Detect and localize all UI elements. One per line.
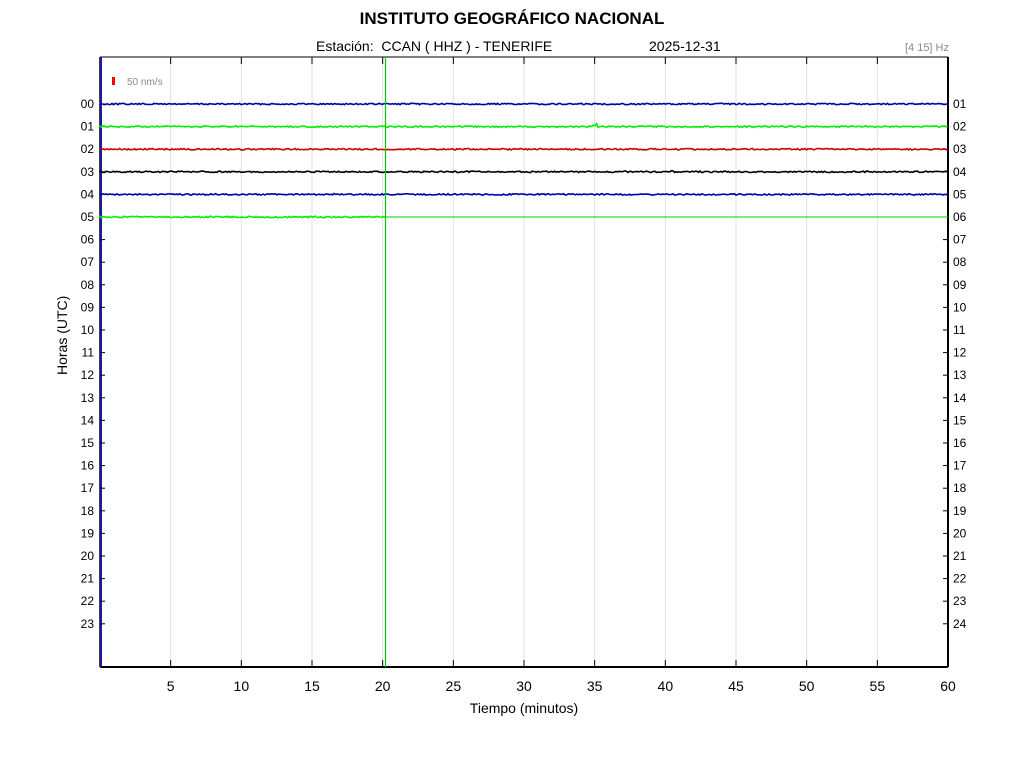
hour-label-left-16: 16 xyxy=(81,459,95,473)
hour-label-left-22: 22 xyxy=(81,594,95,608)
hour-label-right-13: 13 xyxy=(953,368,967,382)
hour-label-right-19: 19 xyxy=(953,504,967,518)
hour-label-left-14: 14 xyxy=(81,413,95,427)
hour-label-left-23: 23 xyxy=(81,617,95,631)
hour-label-left-11: 11 xyxy=(82,346,95,360)
hour-label-right-24: 24 xyxy=(953,617,967,631)
hour-label-left-17: 17 xyxy=(81,481,95,495)
hour-label-left-05: 05 xyxy=(81,210,95,224)
hour-label-right-16: 16 xyxy=(953,436,967,450)
hour-label-right-14: 14 xyxy=(953,391,967,405)
trace-hour-01 xyxy=(99,122,948,129)
hour-label-left-06: 06 xyxy=(81,233,95,247)
trace-hour-02 xyxy=(99,147,948,151)
scale-bar xyxy=(112,77,115,85)
date-label: 2025-12-31 xyxy=(649,38,721,54)
chart-title: INSTITUTO GEOGRÁFICO NACIONAL xyxy=(359,9,665,28)
x-tick-label-60: 60 xyxy=(940,678,956,694)
x-tick-label-35: 35 xyxy=(587,678,603,694)
x-tick-label-30: 30 xyxy=(516,678,532,694)
hour-label-left-09: 09 xyxy=(81,300,95,314)
x-axis-label: Tiempo (minutos) xyxy=(469,700,579,716)
x-tick-label-15: 15 xyxy=(304,678,320,694)
trace-hour-00 xyxy=(99,102,948,106)
hour-label-right-23: 23 xyxy=(953,594,967,608)
hour-label-right-18: 18 xyxy=(953,481,967,495)
trace-hour-05 xyxy=(99,215,386,219)
hour-label-left-21: 21 xyxy=(81,572,95,586)
hour-label-left-07: 07 xyxy=(81,255,95,269)
x-tick-label-45: 45 xyxy=(728,678,744,694)
hour-label-left-01: 01 xyxy=(81,120,95,134)
hour-label-right-02: 02 xyxy=(953,120,967,134)
hour-label-right-04: 04 xyxy=(953,165,967,179)
scale-label: 50 nm/s xyxy=(127,77,163,88)
hour-label-right-10: 10 xyxy=(953,300,967,314)
hour-label-right-12: 12 xyxy=(953,346,967,360)
x-tick-label-50: 50 xyxy=(799,678,815,694)
hour-label-right-05: 05 xyxy=(953,187,967,201)
x-tick-label-55: 55 xyxy=(870,678,886,694)
x-tick-label-25: 25 xyxy=(446,678,462,694)
hour-label-left-04: 04 xyxy=(81,187,95,201)
hour-label-right-09: 09 xyxy=(953,278,967,292)
x-tick-label-20: 20 xyxy=(375,678,391,694)
hour-label-right-08: 08 xyxy=(953,255,967,269)
hour-label-left-13: 13 xyxy=(81,391,95,405)
hour-label-left-18: 18 xyxy=(81,504,95,518)
hour-label-left-19: 19 xyxy=(81,526,95,540)
hour-label-right-01: 01 xyxy=(953,97,967,111)
x-tick-label-5: 5 xyxy=(167,678,175,694)
hour-label-left-03: 03 xyxy=(81,165,95,179)
x-tick-label-40: 40 xyxy=(658,678,674,694)
hour-label-right-03: 03 xyxy=(953,142,967,156)
hour-label-left-02: 02 xyxy=(81,142,95,156)
hour-label-left-08: 08 xyxy=(81,278,95,292)
hour-label-left-00: 00 xyxy=(81,97,95,111)
frequency-band-label: [4 15] Hz xyxy=(904,42,949,54)
x-tick-label-10: 10 xyxy=(234,678,250,694)
hour-label-right-20: 20 xyxy=(953,526,967,540)
hour-label-right-22: 22 xyxy=(953,572,967,586)
hour-label-left-20: 20 xyxy=(81,549,95,563)
y-axis-label: Horas (UTC) xyxy=(54,295,70,375)
hour-label-right-11: 11 xyxy=(953,323,966,337)
hour-label-right-21: 21 xyxy=(953,549,967,563)
trace-hour-03 xyxy=(99,169,948,174)
trace-hour-04 xyxy=(99,192,948,197)
hour-label-right-07: 07 xyxy=(953,233,967,247)
hour-label-left-12: 12 xyxy=(81,368,95,382)
station-label: Estación: CCAN ( HHZ ) - TENERIFE xyxy=(316,38,553,54)
hour-label-right-06: 06 xyxy=(953,210,967,224)
hour-label-right-15: 15 xyxy=(953,413,967,427)
hour-label-left-10: 10 xyxy=(81,323,95,337)
hour-label-right-17: 17 xyxy=(953,459,967,473)
hour-label-left-15: 15 xyxy=(81,436,95,450)
